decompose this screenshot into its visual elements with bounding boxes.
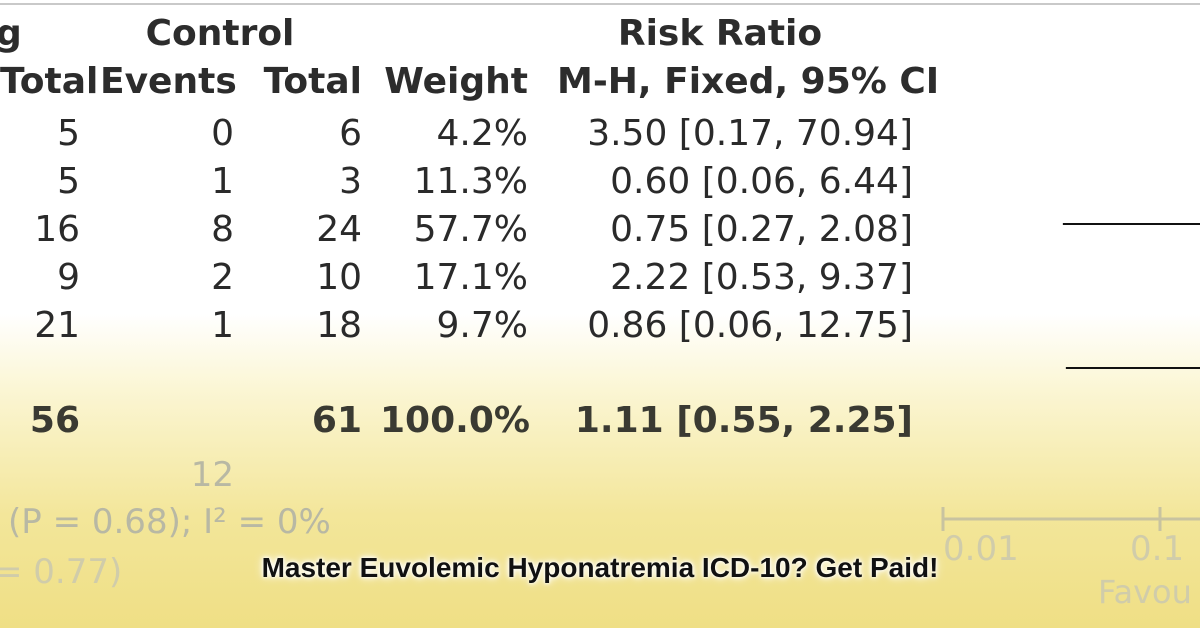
cell-ci: 3.50 [0.17, 70.94] xyxy=(587,113,913,154)
cell-total-experimental: 21 xyxy=(34,305,80,346)
cell-weight: 9.7% xyxy=(436,305,528,346)
header-total-control: Total xyxy=(263,61,362,102)
header-group-fragment: g xyxy=(0,13,22,54)
cell-total-control: 10 xyxy=(316,257,362,298)
total-control: 61 xyxy=(311,400,362,441)
cell-weight: 57.7% xyxy=(413,209,528,250)
cell-weight: 17.1% xyxy=(413,257,528,298)
total-events-control: 12 xyxy=(190,455,234,495)
total-ci: 1.11 [0.55, 2.25] xyxy=(574,400,913,441)
header-control: Control xyxy=(145,13,295,54)
cell-events-control: 1 xyxy=(211,161,234,202)
cell-total-control: 3 xyxy=(339,161,362,202)
cell-ci: 0.75 [0.27, 2.08] xyxy=(610,209,913,250)
cell-weight: 4.2% xyxy=(436,113,528,154)
cell-ci: 2.22 [0.53, 9.37] xyxy=(610,257,913,298)
cell-weight: 11.3% xyxy=(413,161,528,202)
caption-banner: Master Euvolemic Hyponatremia ICD-10? Ge… xyxy=(261,552,939,583)
total-experimental: 56 xyxy=(29,400,80,441)
cell-events-control: 1 xyxy=(211,305,234,346)
cell-total-experimental: 16 xyxy=(34,209,80,250)
cell-events-control: 8 xyxy=(211,209,234,250)
overall-effect-text: = 0.77) xyxy=(0,552,123,592)
cell-total-experimental: 5 xyxy=(57,113,80,154)
cell-total-control: 18 xyxy=(316,305,362,346)
header-risk-ratio: Risk Ratio xyxy=(617,13,823,54)
cell-events-control: 2 xyxy=(211,257,234,298)
cell-total-control: 24 xyxy=(316,209,362,250)
cell-events-control: 0 xyxy=(211,113,234,154)
cell-total-experimental: 9 xyxy=(57,257,80,298)
forest-tick-label-1: 0.1 xyxy=(1130,529,1185,569)
cell-ci: 0.86 [0.06, 12.75] xyxy=(587,305,913,346)
header-ci: M-H, Fixed, 95% CI xyxy=(557,61,940,102)
header-weight: Weight xyxy=(384,61,528,102)
forest-axis-label: Favou xyxy=(1098,573,1192,611)
cell-total-control: 6 xyxy=(339,113,362,154)
heterogeneity-text: (P = 0.68); I² = 0% xyxy=(8,502,331,542)
table-top-rule xyxy=(0,3,1200,5)
cell-ci: 0.60 [0.06, 6.44] xyxy=(610,161,913,202)
total-weight: 100.0% xyxy=(380,400,530,441)
header-events-control: Events xyxy=(100,61,237,102)
forest-tick-label-0: 0.01 xyxy=(943,529,1019,569)
cell-total-experimental: 5 xyxy=(57,161,80,202)
